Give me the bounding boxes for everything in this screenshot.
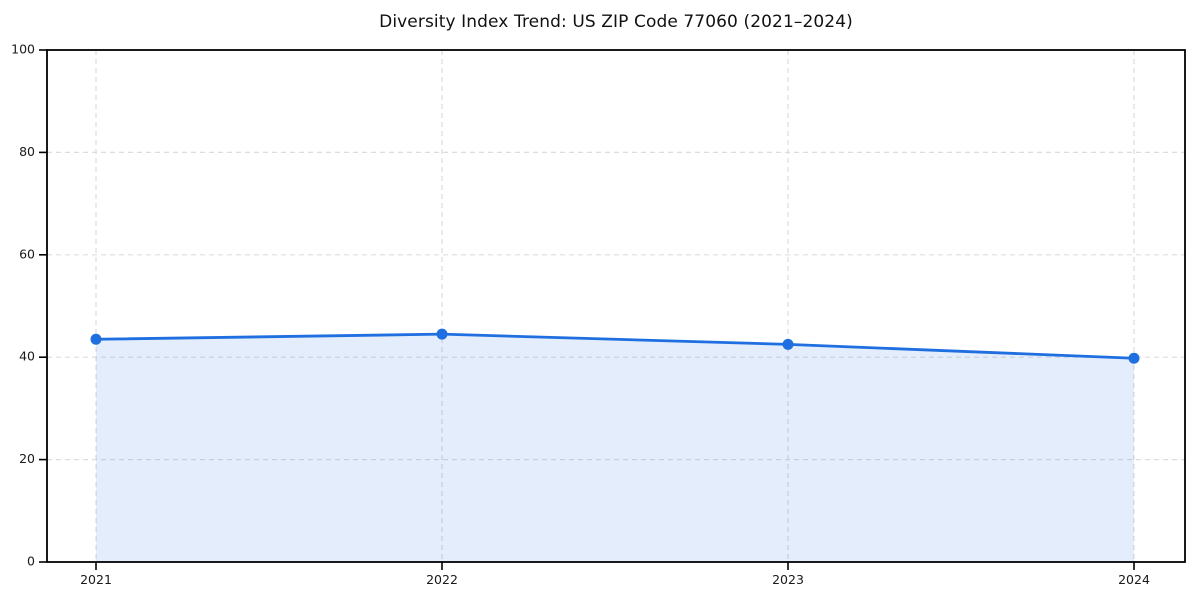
- y-tick-label: 20: [19, 451, 35, 466]
- y-tick-label: 40: [19, 349, 35, 364]
- x-tick-label: 2021: [80, 572, 112, 587]
- data-point-2022: [436, 328, 448, 340]
- chart-title: Diversity Index Trend: US ZIP Code 77060…: [379, 12, 853, 32]
- x-tick-label: 2022: [426, 572, 458, 587]
- area-fill: [96, 334, 1134, 562]
- data-point-2021: [90, 333, 102, 345]
- x-tick-label: 2024: [1118, 572, 1150, 587]
- y-tick-label: 80: [19, 144, 35, 159]
- x-tick-label: 2023: [772, 572, 804, 587]
- plot-border: [46, 49, 1186, 563]
- trend-line: [94, 332, 1136, 360]
- y-tick-label: 100: [11, 42, 35, 57]
- data-point-2024: [1128, 352, 1140, 364]
- y-tick-label: 0: [27, 554, 35, 569]
- data-point-2023: [782, 338, 794, 350]
- y-tick-label: 60: [19, 246, 35, 261]
